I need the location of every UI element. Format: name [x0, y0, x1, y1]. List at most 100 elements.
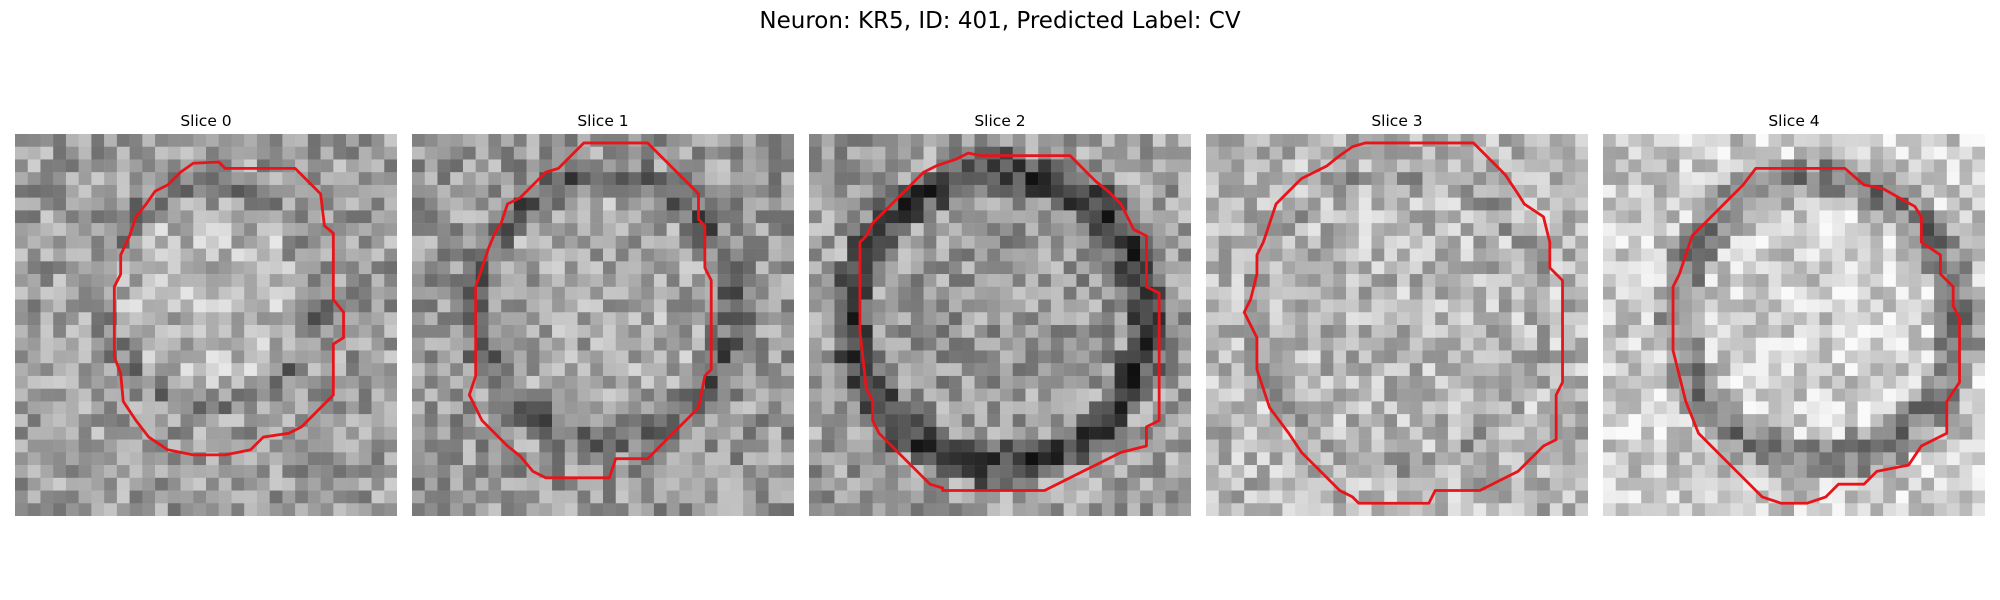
pixel	[1819, 223, 1833, 237]
pixel	[809, 197, 822, 211]
pixel	[27, 363, 41, 377]
pixel	[1653, 235, 1667, 249]
pixel	[1063, 184, 1077, 198]
pixel	[513, 312, 527, 326]
pixel	[821, 363, 835, 377]
pixel	[885, 223, 899, 237]
pixel	[1946, 503, 1960, 516]
pixel	[1603, 286, 1616, 300]
pixel	[898, 312, 912, 326]
pixel	[1025, 197, 1039, 211]
pixel	[437, 261, 451, 275]
pixel	[1486, 210, 1500, 224]
pixel	[15, 286, 28, 300]
pixel	[1358, 401, 1372, 415]
pixel	[1959, 426, 1973, 440]
pixel	[1409, 477, 1423, 491]
pixel	[53, 426, 67, 440]
pixel	[1409, 159, 1423, 173]
pixel	[1282, 261, 1296, 275]
pixel	[1498, 325, 1512, 338]
pixel	[231, 223, 245, 237]
pixel	[1575, 197, 1588, 211]
pixel	[269, 197, 283, 211]
pixel	[872, 184, 886, 198]
pixel	[40, 452, 54, 466]
pixel	[872, 465, 886, 479]
pixel	[1397, 350, 1410, 364]
pixel	[1025, 248, 1039, 262]
pixel	[1165, 490, 1179, 504]
pixel	[269, 172, 283, 186]
pixel	[269, 134, 283, 147]
pixel	[155, 299, 169, 313]
pixel	[1755, 274, 1769, 288]
pixel	[1781, 426, 1795, 440]
pixel	[949, 452, 963, 466]
pixel	[1575, 210, 1588, 224]
pixel	[717, 325, 731, 338]
pixel	[1206, 337, 1219, 351]
pixel	[295, 401, 309, 415]
pixel	[1063, 439, 1077, 453]
pixel	[577, 146, 591, 160]
pixel	[898, 465, 912, 479]
pixel	[1641, 223, 1655, 237]
pixel	[1486, 184, 1500, 198]
pixel	[898, 439, 912, 453]
pixel	[1076, 134, 1090, 147]
pixel	[346, 274, 360, 288]
pixel	[679, 401, 693, 415]
pixel	[91, 490, 105, 504]
pixel	[872, 388, 886, 402]
pixel	[590, 248, 604, 262]
slice-panel-3: Slice 3	[1206, 110, 1588, 516]
pixel	[180, 248, 194, 262]
pixel	[590, 465, 604, 479]
pixel	[1717, 134, 1731, 147]
pixel	[1883, 414, 1897, 428]
pixel	[666, 325, 680, 338]
pixel	[1384, 312, 1398, 326]
pixel	[781, 325, 794, 338]
pixel	[167, 350, 181, 364]
pixel	[1295, 210, 1309, 224]
pixel	[577, 286, 591, 300]
pixel	[615, 146, 629, 160]
pixel	[1498, 452, 1512, 466]
pixel	[256, 248, 270, 262]
pixel	[475, 312, 489, 326]
pixel	[27, 286, 41, 300]
pixel	[320, 312, 334, 326]
pixel	[437, 465, 451, 479]
pixel	[244, 414, 258, 428]
pixel	[65, 337, 79, 351]
pixel	[1269, 426, 1283, 440]
pixel	[1921, 350, 1935, 364]
pixel	[1063, 401, 1077, 415]
pixel	[1755, 401, 1769, 415]
pixel	[424, 325, 438, 338]
pixel	[910, 350, 924, 364]
pixel	[1895, 439, 1909, 453]
pixel	[333, 248, 347, 262]
pixel	[1050, 388, 1064, 402]
pixel	[450, 134, 464, 147]
pixel	[1063, 172, 1077, 186]
pixel	[1615, 172, 1629, 186]
pixel	[501, 426, 515, 440]
pixel	[1743, 184, 1757, 198]
pixel	[1511, 172, 1525, 186]
pixel	[1615, 248, 1629, 262]
pixel	[1025, 223, 1039, 237]
pixel	[27, 426, 41, 440]
pixel	[1218, 465, 1232, 479]
pixel	[923, 286, 937, 300]
pixel	[1730, 146, 1744, 160]
pixel	[53, 210, 67, 224]
pixel	[1422, 184, 1436, 198]
pixel	[1307, 299, 1321, 313]
slice-image	[809, 134, 1191, 516]
pixel	[1320, 184, 1334, 198]
pixel	[116, 184, 130, 198]
